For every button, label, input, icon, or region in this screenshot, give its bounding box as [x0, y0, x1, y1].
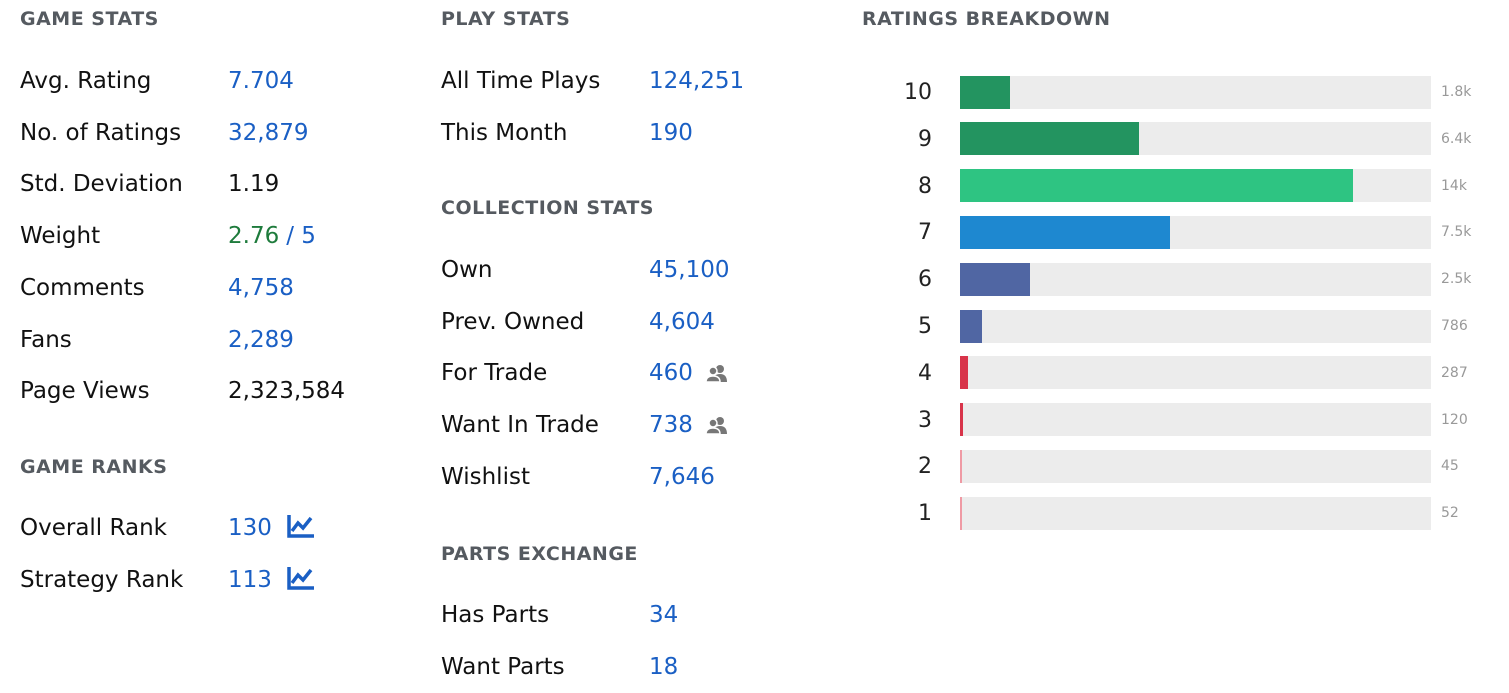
stat-label: Comments: [20, 274, 145, 301]
rating-label: 9: [918, 126, 932, 152]
stat-value[interactable]: 130: [228, 515, 272, 541]
section-heading: RATINGS BREAKDOWN: [862, 8, 1111, 30]
rating-label: 8: [918, 173, 932, 199]
stat-value[interactable]: 124,251: [649, 68, 745, 94]
stat-suffix[interactable]: / 5: [286, 223, 316, 250]
bar: [960, 169, 1353, 203]
count-label: 1.8k: [1441, 84, 1472, 100]
stat-value[interactable]: 4,604: [649, 308, 715, 335]
stat-label: Has Parts: [441, 602, 550, 628]
icon-wrap[interactable]: [286, 565, 316, 594]
count-label: 45: [1441, 458, 1459, 475]
stat-value[interactable]: 7.704: [228, 68, 294, 94]
stat-value[interactable]: 113: [228, 566, 272, 593]
stat-label: Want Parts: [441, 653, 565, 680]
stat-label: Std. Deviation: [20, 171, 183, 198]
icon-wrap[interactable]: [705, 363, 729, 386]
stat-label: Page Views: [20, 378, 150, 405]
bar: [960, 403, 964, 437]
count-label: 287: [1441, 364, 1468, 381]
stat-label: No. of Ratings: [20, 119, 182, 146]
rating-label: 10: [904, 80, 932, 105]
count-label: 7.5k: [1441, 224, 1472, 241]
rating-label: 2: [918, 454, 932, 480]
bar: [960, 309, 983, 343]
trend-icon[interactable]: [286, 513, 316, 539]
stat-label: This Month: [441, 119, 568, 146]
bar: [960, 122, 1140, 156]
count-label: 14k: [1441, 177, 1467, 194]
stat-label: Wishlist: [441, 463, 530, 490]
stat-value: 1.19: [228, 171, 280, 198]
count-label: 2.5k: [1441, 271, 1472, 288]
stat-label: Weight: [20, 223, 101, 250]
stat-label: Own: [441, 257, 493, 283]
bar: [960, 496, 962, 530]
stat-label: For Trade: [441, 360, 548, 387]
stat-label: Want In Trade: [441, 412, 599, 439]
bar: [960, 75, 1011, 109]
bar-track: [960, 75, 1431, 109]
stat-label: Overall Rank: [20, 515, 167, 541]
stat-label: Avg. Rating: [20, 68, 152, 94]
stat-label: Strategy Rank: [20, 566, 184, 593]
rating-label: 3: [918, 407, 932, 433]
rating-label: 6: [918, 267, 932, 293]
section-heading: PLAY STATS: [441, 8, 571, 30]
trade-icon[interactable]: [705, 415, 729, 435]
bar: [960, 262, 1031, 296]
bar-track: [960, 309, 1431, 343]
icon-wrap[interactable]: [705, 415, 729, 438]
trade-icon[interactable]: [705, 363, 729, 384]
bar-track: [960, 169, 1431, 203]
icon-wrap[interactable]: [286, 513, 316, 542]
count-label: 120: [1441, 411, 1468, 428]
stat-value[interactable]: 2,289: [228, 326, 294, 353]
stat-label: Fans: [20, 326, 72, 353]
bar-track: [960, 449, 1431, 483]
bar: [960, 356, 969, 390]
count-label: 786: [1441, 318, 1468, 334]
bar-track: [960, 403, 1431, 437]
bar-track: [960, 496, 1431, 530]
trend-icon[interactable]: [286, 565, 316, 591]
stat-value[interactable]: 738: [649, 412, 693, 439]
stat-value[interactable]: 45,100: [649, 257, 730, 283]
stat-value[interactable]: 18: [649, 653, 679, 680]
rating-label: 5: [918, 314, 932, 339]
stat-label: Prev. Owned: [441, 308, 585, 335]
stat-label: All Time Plays: [441, 68, 601, 94]
stat-value[interactable]: 34: [649, 602, 679, 628]
section-heading: COLLECTION STATS: [441, 197, 654, 219]
stat-value[interactable]: 32,879: [228, 119, 309, 146]
section-heading: GAME STATS: [20, 8, 159, 30]
bar: [960, 449, 962, 483]
bar-track: [960, 262, 1431, 296]
bar-track: [960, 215, 1431, 249]
rating-label: 4: [918, 360, 932, 386]
bar-track: [960, 356, 1431, 390]
bar-track: [960, 122, 1431, 156]
stat-value[interactable]: 190: [649, 119, 693, 146]
stat-value: 2,323,584: [228, 378, 346, 405]
count-label: 52: [1441, 505, 1459, 522]
rating-label: 7: [918, 220, 932, 246]
stat-value[interactable]: 4,758: [228, 274, 294, 301]
section-heading: GAME RANKS: [20, 456, 168, 478]
count-label: 6.4k: [1441, 130, 1472, 147]
stat-value[interactable]: 7,646: [649, 463, 715, 490]
bar: [960, 215, 1171, 249]
section-heading: PARTS EXCHANGE: [441, 543, 638, 565]
rating-label: 1: [918, 501, 932, 527]
stat-value[interactable]: 460: [649, 360, 693, 387]
stat-value[interactable]: 2.76: [228, 223, 280, 250]
